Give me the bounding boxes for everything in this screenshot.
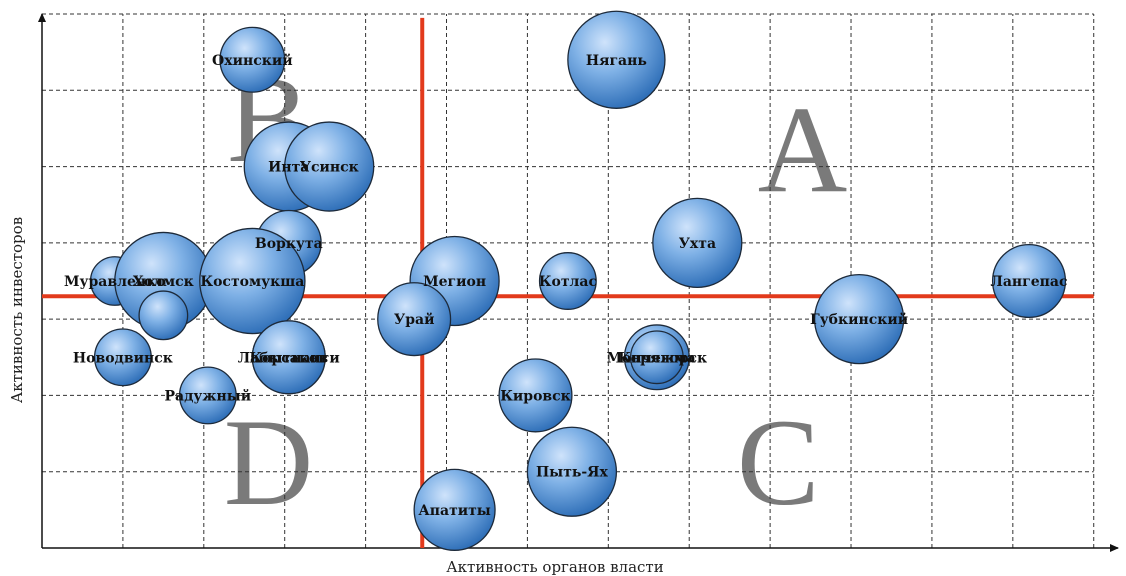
bubble-label-2: Инта [268,160,309,176]
y-axis-title: Активность инвесторов [8,217,26,403]
bubble-label-22: Пыть-Ях [536,465,609,481]
bubble-label-17: Лабытнанги [238,350,340,366]
bubble-label-21: Кировск [500,388,571,404]
bubble-19 [178,366,237,425]
bubble-7 [138,290,189,341]
bubble-1 [567,10,666,109]
bubble-0 [219,26,286,93]
bubble-label-3: Усинск [300,160,359,176]
bubble-label-16: Коряжма [618,350,696,366]
bubble-label-20: Корсаков [249,350,328,366]
bubbles [89,10,1067,551]
quadrant-letter-d: D [224,394,314,531]
bubble-12 [991,243,1067,319]
bubble-14 [813,273,905,365]
bubble-20 [251,320,326,395]
bubble-label-19: Радужный [164,387,251,404]
bubble-18 [93,328,152,387]
bubble-21 [498,358,573,433]
bubble-10 [538,252,597,310]
quadrant-letter-a: A [758,81,848,218]
bubble-label-11: Ухта [679,236,716,252]
bubble-13 [377,282,452,357]
bubble-label-18: Новодвинск [73,350,173,366]
bubble-3 [284,121,375,212]
bubble-label-8: Костомукша [200,274,304,290]
axes [38,13,1119,552]
bubble-label-4: Воркута [255,236,323,252]
bubble-label-9: Мегион [423,274,486,290]
bubble-label-6: Холмск [133,274,194,290]
bubble-16 [629,330,684,385]
bubble-22 [526,426,618,517]
bubble-label-5: Муравленко [64,274,166,290]
bubble-label-0: Охинский [212,52,293,69]
bubble-label-1: Нягань [586,53,647,69]
bubble-8 [199,227,306,335]
bubble-label-10: Котлас [539,274,597,290]
bubble-label-12: Лангепас [990,274,1067,290]
bubble-23 [413,468,496,551]
x-axis-title: Активность органов власти [446,558,663,576]
bubble-11 [652,197,743,289]
bubble-label-23: Апатиты [418,503,491,519]
bubble-label-13: Урай [394,311,435,328]
bubble-label-14: Губкинский [810,311,908,328]
bubble-label-15: Мончегорск [607,350,708,366]
quadrant-letter-c: C [737,394,820,531]
